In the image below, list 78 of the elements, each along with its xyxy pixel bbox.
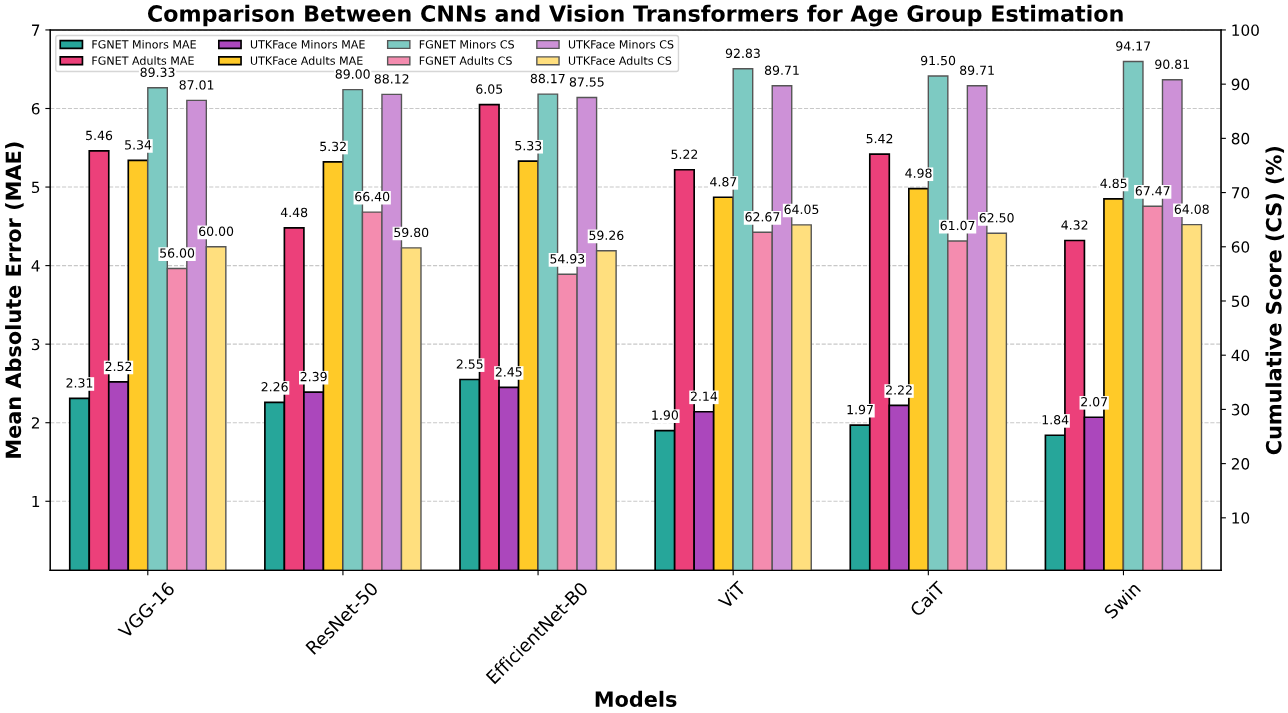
y-tick-label: 6 [31, 102, 40, 115]
data-label: 59.80 [394, 227, 429, 238]
data-label: 60.00 [199, 226, 234, 237]
data-label: 5.33 [515, 140, 542, 151]
data-label: 5.46 [86, 130, 113, 141]
data-label: 62.67 [745, 212, 780, 222]
data-label: 54.93 [550, 254, 585, 264]
data-label: 67.47 [1135, 186, 1170, 196]
data-label: 59.26 [589, 230, 624, 241]
data-label: 4.85 [1100, 178, 1127, 189]
data-label: 6.05 [476, 84, 503, 94]
y2-axis-title: Cumulative Score (CS) (%) [1265, 146, 1285, 455]
data-label: 56.00 [160, 248, 195, 258]
data-label: 88.12 [374, 74, 409, 84]
legend-label: FGNET Adults MAE [92, 56, 194, 65]
data-label: 4.87 [710, 177, 737, 187]
data-label: 5.22 [671, 149, 698, 160]
legend-label: UTKFace Adults CS [568, 56, 672, 65]
data-label: 94.17 [1116, 41, 1151, 51]
y2-tick-label: 60 [1231, 241, 1250, 253]
data-label: 61.07 [940, 220, 975, 231]
y2-tick-label: 100 [1232, 24, 1259, 36]
data-label: 90.81 [1155, 59, 1189, 70]
data-label: 1.90 [652, 410, 678, 420]
x-tick-label: ViT [717, 580, 747, 610]
data-label: 89.00 [335, 69, 370, 79]
data-label: 88.17 [530, 73, 565, 84]
legend-label: FGNET Adults CS [419, 56, 512, 65]
data-label: 89.33 [140, 67, 175, 78]
y-tick-label: 7 [32, 24, 40, 36]
data-label: 2.39 [300, 371, 327, 382]
data-label: 4.32 [1061, 220, 1088, 230]
y2-tick-label: 20 [1231, 458, 1250, 470]
y2-tick-label: 30 [1231, 403, 1250, 416]
data-label: 62.50 [979, 213, 1014, 223]
chart-title: Comparison Between CNNs and Vision Transformers for Age Group Estimation [147, 4, 1123, 27]
data-label: 2.45 [495, 367, 522, 377]
data-label: 66.40 [355, 191, 390, 202]
data-label: 2.14 [690, 391, 718, 401]
data-label: 2.31 [66, 378, 93, 388]
data-label: 92.83 [725, 48, 760, 59]
data-label: 2.26 [261, 382, 288, 392]
data-label: 64.05 [784, 204, 819, 215]
y2-tick-label: 80 [1231, 132, 1250, 145]
y2-tick-label: 50 [1231, 295, 1250, 308]
y-tick-label: 5 [31, 181, 40, 194]
data-label: 4.48 [280, 207, 308, 218]
y-tick-label: 2 [31, 417, 39, 429]
data-label: 4.98 [905, 168, 932, 178]
data-label: 2.22 [886, 385, 912, 395]
y2-tick-label: 10 [1232, 512, 1250, 524]
data-label: 89.71 [960, 65, 994, 75]
legend-label: UTKFace Minors MAE [250, 39, 365, 49]
y-tick-label: 1 [32, 495, 40, 508]
legend-label: FGNET Minors CS [419, 39, 514, 49]
y-axis-title: Mean Absolute Error (MAE) [5, 142, 24, 458]
data-label: 87.01 [179, 80, 214, 90]
data-label: 89.71 [764, 65, 799, 75]
y-tick-label: 4 [31, 260, 40, 272]
data-label: 2.07 [1081, 397, 1108, 407]
data-label: 1.97 [847, 404, 873, 415]
y2-tick-label: 70 [1232, 187, 1250, 199]
y2-tick-label: 40 [1231, 349, 1250, 362]
data-label: 1.84 [1042, 415, 1069, 425]
data-label: 2.55 [456, 359, 483, 369]
y2-tick-label: 90 [1231, 78, 1250, 91]
data-label: 91.50 [920, 55, 956, 66]
data-label: 5.34 [125, 140, 152, 150]
legend-label: FGNET Minors MAE [92, 39, 196, 49]
data-label: 64.08 [1174, 204, 1209, 214]
data-label: 87.55 [569, 77, 604, 87]
x-axis-title: Models [595, 690, 677, 707]
legend-label: UTKFace Minors CS [568, 39, 674, 49]
y-tick-label: 3 [31, 338, 40, 351]
data-label: 2.52 [105, 361, 132, 372]
data-label: 5.32 [320, 141, 346, 152]
data-label: 5.42 [866, 133, 893, 144]
legend-label: UTKFace Adults MAE [250, 56, 363, 65]
